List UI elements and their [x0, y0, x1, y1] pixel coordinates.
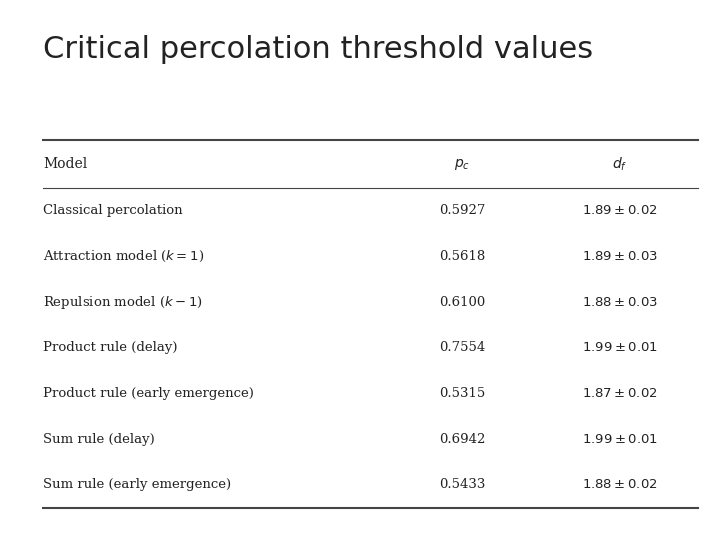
- Text: 0.6100: 0.6100: [439, 296, 486, 309]
- Text: Product rule (early emergence): Product rule (early emergence): [43, 387, 254, 400]
- Text: $1.89 \pm 0.02$: $1.89 \pm 0.02$: [582, 205, 657, 218]
- Text: 0.6942: 0.6942: [439, 433, 486, 446]
- Text: Sum rule (early emergence): Sum rule (early emergence): [43, 478, 231, 491]
- Text: Attraction model ($k = 1$): Attraction model ($k = 1$): [43, 249, 204, 264]
- Text: Sum rule (delay): Sum rule (delay): [43, 433, 155, 446]
- Text: Critical percolation threshold values: Critical percolation threshold values: [43, 35, 593, 64]
- Text: 0.5927: 0.5927: [439, 205, 486, 218]
- Text: $1.87 \pm 0.02$: $1.87 \pm 0.02$: [582, 387, 657, 400]
- Text: $1.99 \pm 0.01$: $1.99 \pm 0.01$: [582, 341, 658, 354]
- Text: 0.7554: 0.7554: [439, 341, 486, 354]
- Text: Repulsion model ($k - 1$): Repulsion model ($k - 1$): [43, 294, 203, 310]
- Text: 0.5618: 0.5618: [439, 250, 486, 263]
- Text: $p_c$: $p_c$: [454, 157, 471, 172]
- Text: $1.89 \pm 0.03$: $1.89 \pm 0.03$: [582, 250, 657, 263]
- Text: 0.5315: 0.5315: [439, 387, 486, 400]
- Text: $1.99 \pm 0.01$: $1.99 \pm 0.01$: [582, 433, 658, 446]
- Text: Product rule (delay): Product rule (delay): [43, 341, 178, 354]
- Text: Model: Model: [43, 157, 87, 171]
- Text: $1.88 \pm 0.02$: $1.88 \pm 0.02$: [582, 478, 657, 491]
- Text: $d_f$: $d_f$: [612, 156, 628, 173]
- Text: 0.5433: 0.5433: [439, 478, 486, 491]
- Text: $1.88 \pm 0.03$: $1.88 \pm 0.03$: [582, 296, 657, 309]
- Text: Classical percolation: Classical percolation: [43, 205, 183, 218]
